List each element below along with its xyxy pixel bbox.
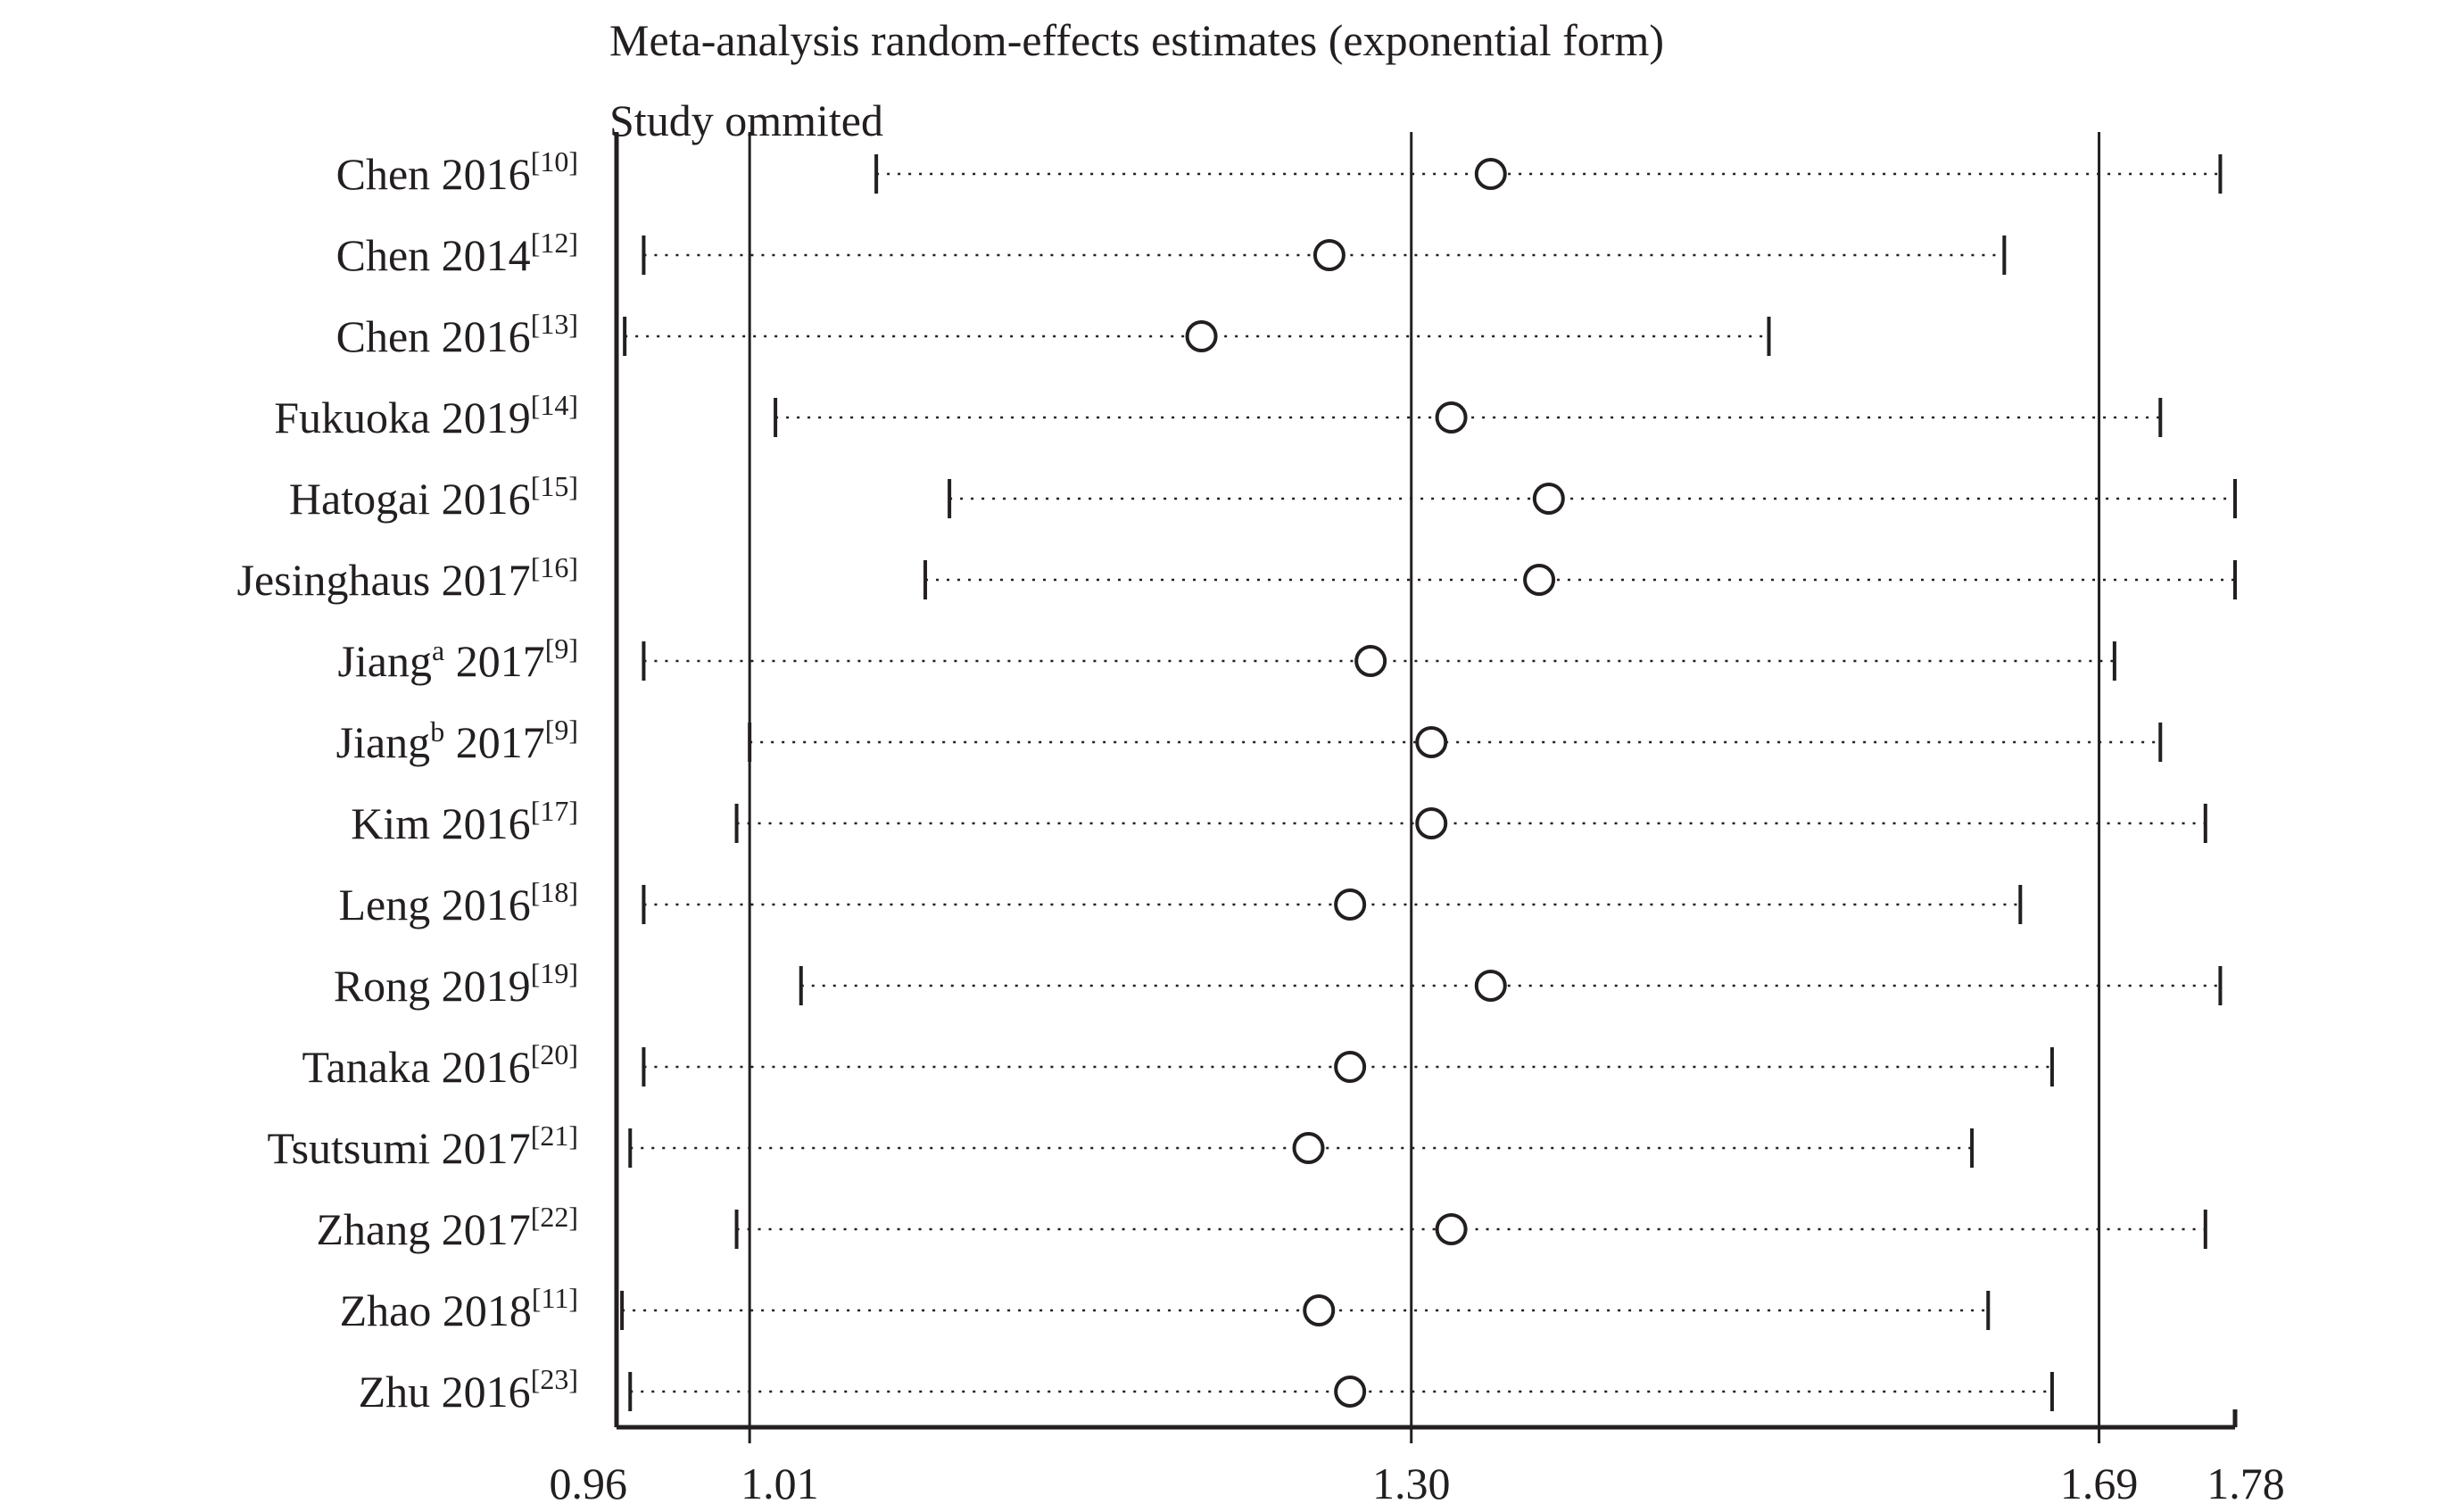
study-row [642, 885, 2023, 924]
axis-layer [614, 132, 2238, 1430]
study-label: Jesinghaus 2017[16] [237, 551, 578, 605]
study-label: Chen 2014[12] [336, 227, 578, 280]
study-label: Fukuoka 2019[14] [274, 389, 578, 442]
x-tick-label: 1.30 [1372, 1458, 1451, 1508]
study-row [620, 1291, 1991, 1330]
x-tick-label: 1.01 [741, 1458, 819, 1508]
estimate-point [1354, 645, 1387, 677]
study-row [748, 723, 2163, 762]
study-row [642, 1047, 2054, 1086]
estimate-point [1435, 401, 1468, 434]
chart-subtitle: Study ommited [609, 95, 883, 145]
study-row [923, 560, 2237, 599]
study-row [799, 966, 2223, 1005]
study-label: Jiangb 2017[9] [336, 714, 578, 767]
study-labels: Chen 2016[10] Chen 2014[12] Chen 2016[13] F… [237, 145, 578, 1417]
estimate-point [1334, 1376, 1367, 1408]
study-label: Leng 2016[18] [338, 876, 578, 930]
estimate-point [1303, 1294, 1336, 1326]
estimate-point [1474, 158, 1507, 190]
x-tick-label: 1.69 [2060, 1458, 2139, 1508]
estimate-point [1532, 483, 1565, 515]
study-label: Chen 2016[13] [336, 308, 578, 361]
study-label: Tanaka 2016[20] [302, 1038, 578, 1092]
estimate-point [1334, 1051, 1367, 1083]
estimate-point [1415, 726, 1448, 758]
study-row [642, 235, 2007, 275]
estimate-point [1292, 1132, 1325, 1164]
study-rows [620, 154, 2237, 1411]
estimate-point [1415, 807, 1448, 839]
chart-title: Meta-analysis random-effects estimates (… [609, 15, 1664, 65]
x-tick-label: 0.96 [550, 1458, 628, 1508]
study-row [628, 1128, 1975, 1168]
study-row [642, 641, 2116, 681]
study-label: Zhu 2016[23] [359, 1363, 578, 1417]
study-label: Rong 2019[19] [334, 957, 578, 1011]
estimate-point [1334, 888, 1367, 921]
study-row [948, 479, 2237, 518]
study-row [623, 317, 1771, 356]
study-row [628, 1372, 2054, 1411]
study-row [734, 804, 2207, 843]
study-row [774, 398, 2163, 437]
estimate-point [1474, 970, 1507, 1002]
study-label: Chen 2016[10] [336, 145, 578, 199]
chart-title-block: Meta-analysis random-effects estimates (… [609, 0, 1664, 161]
estimate-point [1185, 320, 1218, 352]
study-row [734, 1210, 2207, 1249]
estimate-point [1312, 239, 1345, 271]
x-tick-label: 1.78 [2206, 1458, 2285, 1508]
reference-lines [748, 132, 2101, 1443]
x-tick-labels: 0.96 1.01 1.30 1.69 1.78 [550, 1458, 2285, 1508]
study-label: Hatogai 2016[15] [289, 470, 578, 524]
study-row [874, 154, 2223, 194]
study-label: Tsutsumi 2017[21] [268, 1120, 578, 1173]
study-label: Jianga 2017[9] [337, 632, 578, 686]
study-label: Zhang 2017[22] [316, 1201, 578, 1254]
estimate-point [1435, 1213, 1468, 1245]
estimate-point [1523, 564, 1556, 596]
study-label: Kim 2016[17] [351, 795, 578, 848]
study-label: Zhao 2018[11] [340, 1282, 578, 1335]
